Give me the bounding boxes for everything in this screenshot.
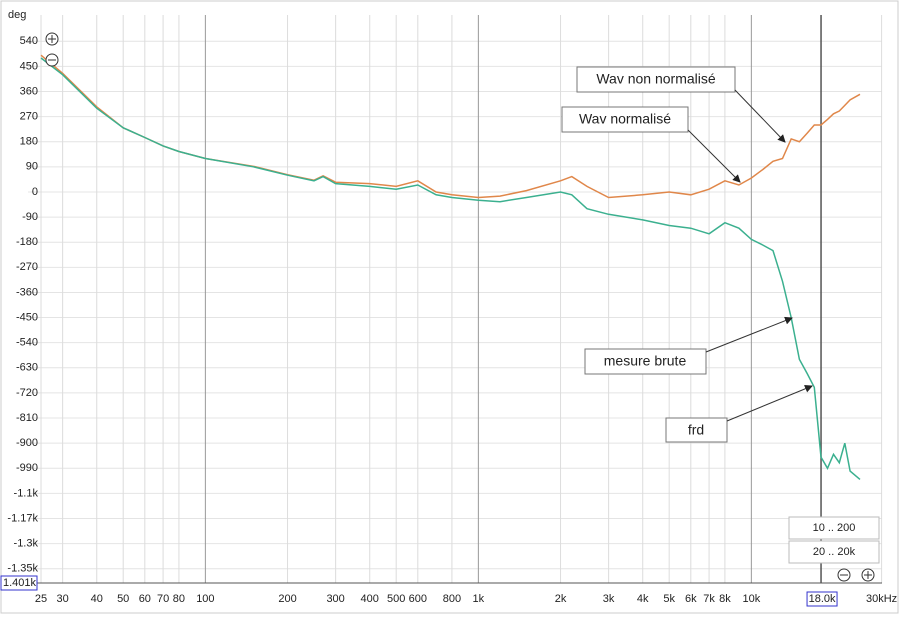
x-tick-label: 50	[117, 593, 129, 605]
x-tick-label: 30kHz	[866, 593, 897, 605]
y-tick-label: -810	[16, 412, 38, 424]
x-tick-label: 30	[57, 593, 69, 605]
arrow	[726, 384, 813, 422]
cursor-y-box	[0, 575, 38, 591]
y-tick-label: -180	[16, 236, 38, 248]
y-tick-label: -360	[16, 286, 38, 298]
y-tick-label: 90	[26, 161, 38, 173]
y-tick-label: -450	[16, 311, 38, 323]
annotation-text: Wav non normalisé	[596, 71, 716, 87]
arrow	[687, 129, 741, 183]
cursor-y-label: 1.401k	[3, 577, 37, 589]
y-unit: deg	[8, 9, 26, 21]
y-tick-label: -900	[16, 437, 38, 449]
y-tick-label: 270	[20, 111, 38, 123]
x-tick-label: 100	[196, 593, 214, 605]
x-tick-label: 5k	[663, 593, 675, 605]
series-line	[40, 57, 861, 480]
range-button[interactable]	[788, 516, 880, 540]
y-tick-label: -630	[16, 362, 38, 374]
x-tick-label: 4k	[637, 593, 649, 605]
y-tick-label: -270	[16, 261, 38, 273]
range-button-label: 10 .. 200	[813, 522, 856, 534]
x-tick-label: 70	[157, 593, 169, 605]
annotation-box	[665, 417, 728, 443]
x-tick-label: 1k	[473, 593, 485, 605]
y-tick-label: 360	[20, 85, 38, 97]
x-tick-label: 200	[278, 593, 296, 605]
range-button[interactable]	[788, 540, 880, 564]
cursor-x-box	[806, 591, 838, 607]
x-tick-label: 80	[173, 593, 185, 605]
y-tick-label: 450	[20, 60, 38, 72]
range-button-label: 20 .. 20k	[813, 546, 856, 558]
annotation-box	[576, 66, 736, 93]
y-tick-label: -720	[16, 387, 38, 399]
annotation-text: Wav normalisé	[579, 111, 671, 127]
y-tick-label: -1.35k	[7, 563, 38, 575]
x-tick-label: 60	[139, 593, 151, 605]
x-tick-label: 25	[35, 593, 47, 605]
x-tick-label: 7k	[703, 593, 715, 605]
annotation: Wav non normalisé Wav normalisé mesure b…	[561, 66, 813, 443]
x-tick-label: 600	[409, 593, 427, 605]
y-tick-label: -90	[22, 211, 38, 223]
x-tick-label: 8k	[719, 593, 731, 605]
x-tick-label: 300	[326, 593, 344, 605]
arrow	[705, 316, 793, 353]
x-tick-label: 400	[361, 593, 379, 605]
x-tick-label: 800	[443, 593, 461, 605]
y-tick-label: 180	[20, 136, 38, 148]
y-tick-label: -1.1k	[14, 487, 39, 499]
x-tick-label: 500	[387, 593, 405, 605]
x-tick-label: 10k	[742, 593, 760, 605]
x-tick-label: 2k	[555, 593, 567, 605]
annotation-box	[584, 348, 707, 375]
x-tick-label: 6k	[685, 593, 697, 605]
arrow	[734, 89, 786, 143]
annotation-text: mesure brute	[604, 353, 687, 369]
y-tick-label: -990	[16, 462, 38, 474]
y-tick-label: -540	[16, 337, 38, 349]
y-tick-label: 0	[32, 186, 38, 198]
zoom-in-icon	[864, 571, 872, 579]
zoom-in-icon	[48, 35, 56, 43]
cursor-x-label: 18.0k	[809, 593, 836, 605]
y-tick-label: -1.3k	[14, 538, 39, 550]
annotation-text: frd	[688, 422, 704, 438]
y-tick-label: 540	[20, 35, 38, 47]
x-tick-label: 40	[91, 593, 103, 605]
y-tick-label: -1.17k	[7, 512, 38, 524]
x-tick-label: 3k	[603, 593, 615, 605]
annotation-box	[561, 106, 689, 133]
